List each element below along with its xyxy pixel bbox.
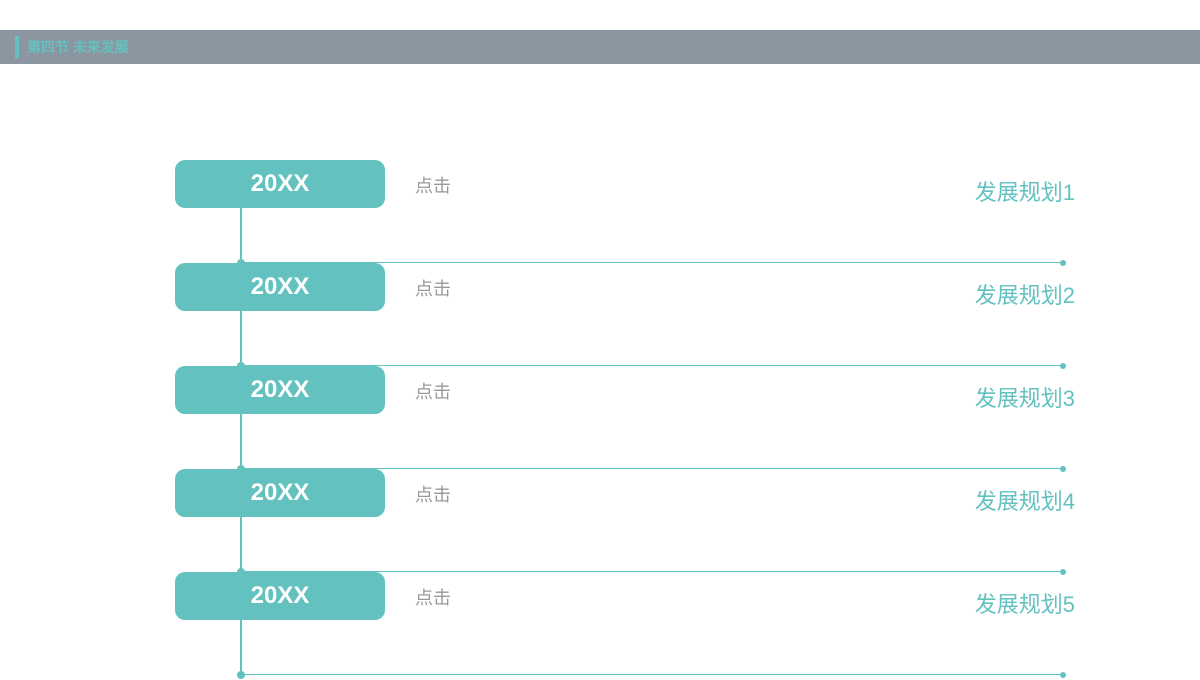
click-label[interactable]: 点击 bbox=[415, 378, 451, 404]
click-label[interactable]: 点击 bbox=[415, 481, 451, 507]
year-box: 20XX bbox=[175, 366, 385, 414]
connector-vertical bbox=[240, 620, 242, 675]
year-box: 20XX bbox=[175, 160, 385, 208]
click-label[interactable]: 点击 bbox=[415, 172, 451, 198]
plan-label: 发展规划2 bbox=[975, 278, 1075, 310]
timeline: 20XX点击发展规划120XX点击发展规划220XX点击发展规划320XX点击发… bbox=[175, 160, 1075, 675]
timeline-row: 20XX 点击 发展规划5 bbox=[175, 572, 1075, 620]
year-box: 20XX bbox=[175, 469, 385, 517]
year-box: 20XX bbox=[175, 263, 385, 311]
click-label[interactable]: 点击 bbox=[415, 275, 451, 301]
header-title: 第四节 未来发展 bbox=[27, 30, 129, 64]
year-box: 20XX bbox=[175, 572, 385, 620]
connector-vertical bbox=[240, 208, 242, 263]
click-label[interactable]: 点击 bbox=[415, 584, 451, 610]
connector-end-dot bbox=[1060, 672, 1066, 678]
header-bg bbox=[0, 30, 1200, 64]
connector-horizontal bbox=[243, 674, 1063, 675]
plan-label: 发展规划4 bbox=[975, 484, 1075, 516]
timeline-row: 20XX 点击 发展规划1 bbox=[175, 160, 1075, 208]
header-accent bbox=[15, 36, 19, 58]
connector-vertical bbox=[240, 311, 242, 366]
timeline-row: 20XX 点击 发展规划2 bbox=[175, 263, 1075, 311]
connector-dot bbox=[237, 671, 245, 679]
plan-label: 发展规划5 bbox=[975, 587, 1075, 619]
connector-vertical bbox=[240, 414, 242, 469]
plan-label: 发展规划3 bbox=[975, 381, 1075, 413]
header-bar: 第四节 未来发展 bbox=[0, 30, 1200, 64]
connector-vertical bbox=[240, 517, 242, 572]
timeline-row: 20XX 点击 发展规划3 bbox=[175, 366, 1075, 414]
timeline-row: 20XX 点击 发展规划4 bbox=[175, 469, 1075, 517]
plan-label: 发展规划1 bbox=[975, 175, 1075, 207]
